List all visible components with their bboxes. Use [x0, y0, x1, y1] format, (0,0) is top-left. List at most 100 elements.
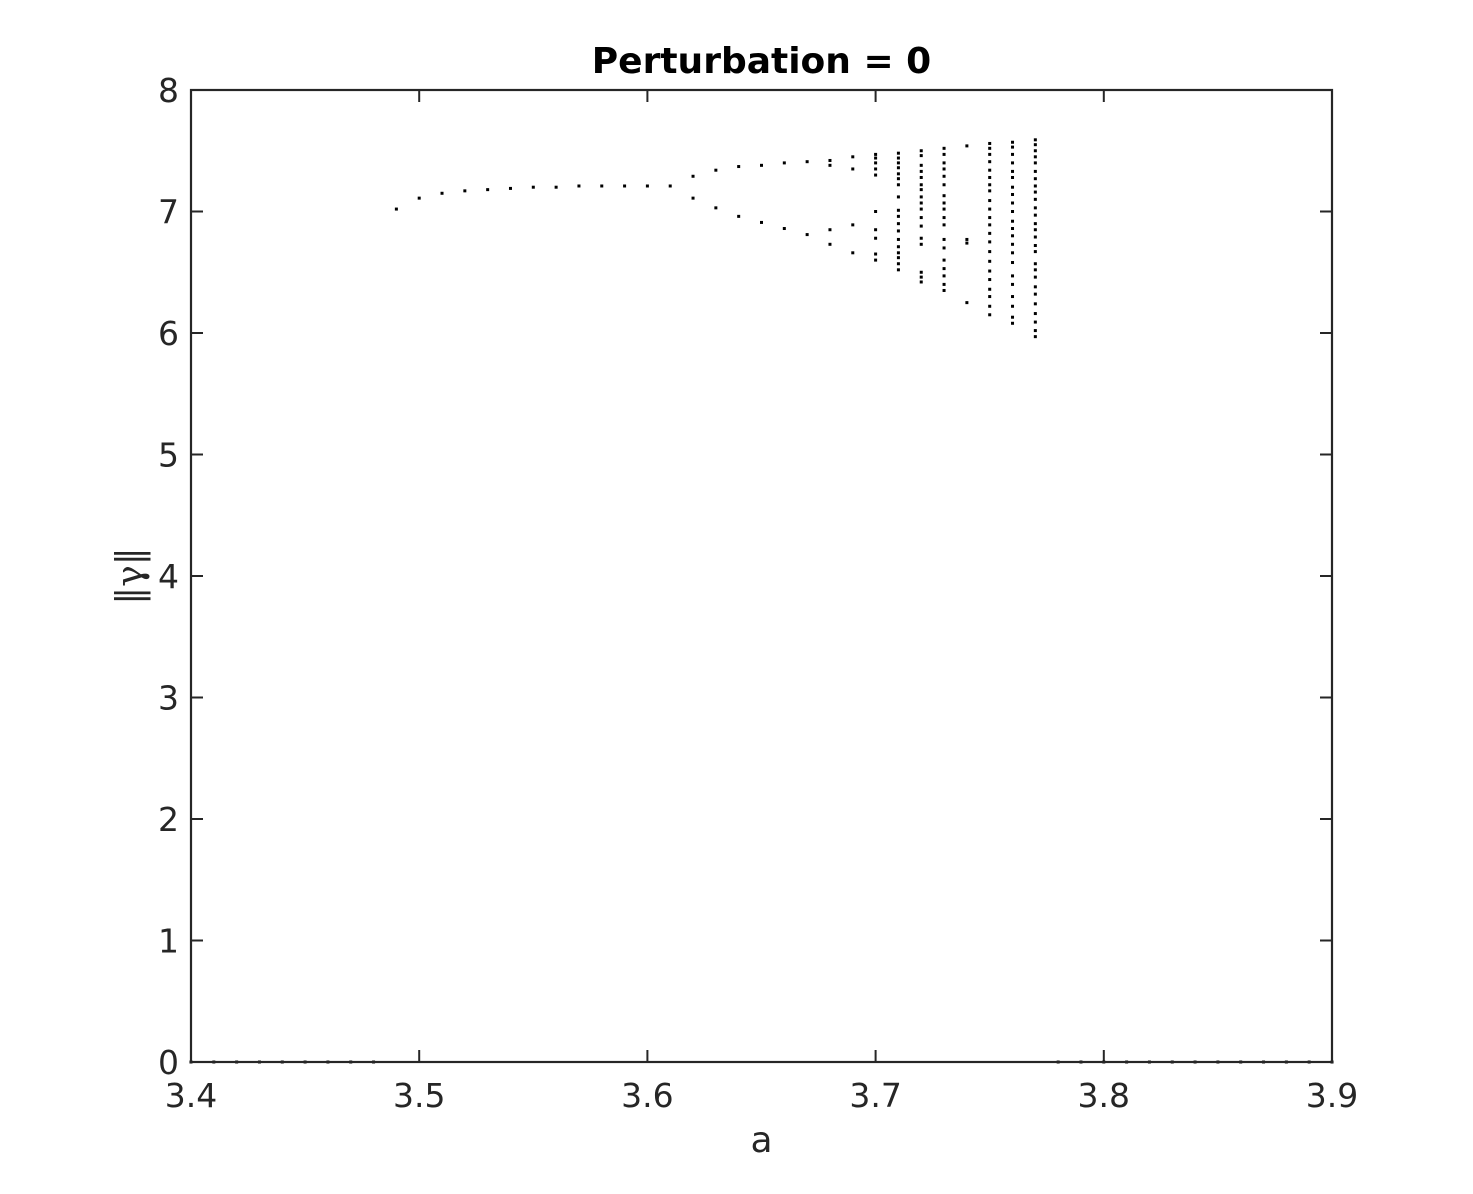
- data-point: [988, 278, 992, 282]
- data-point: [988, 160, 992, 164]
- data-point: [1033, 312, 1037, 316]
- data-point: [1011, 169, 1015, 173]
- data-point: [988, 168, 992, 172]
- data-point: [942, 174, 946, 178]
- data-point: [896, 256, 900, 260]
- data-point: [942, 288, 946, 292]
- y-tick-label: 7: [158, 193, 179, 232]
- data-point: [988, 313, 992, 317]
- data-point: [851, 167, 855, 171]
- data-point: [828, 242, 832, 246]
- data-point: [1011, 321, 1015, 325]
- x-axis-label: a: [750, 1120, 772, 1161]
- y-tick-labels: 0 1 2 3 4 5 6 7 8: [158, 71, 179, 1082]
- data-point: [1033, 206, 1037, 210]
- data-point: [1033, 190, 1037, 194]
- data-point: [988, 231, 992, 235]
- data-point: [828, 163, 832, 167]
- data-point: [874, 161, 878, 165]
- data-point: [1033, 275, 1037, 279]
- data-point: [645, 184, 649, 188]
- data-point: [1011, 227, 1015, 231]
- data-point: [988, 152, 992, 156]
- data-point: [988, 259, 992, 263]
- data-point: [714, 206, 718, 210]
- y-tick-label: 6: [158, 314, 179, 353]
- data-point: [805, 160, 809, 164]
- data-point: [1011, 152, 1015, 156]
- data-point: [919, 216, 923, 220]
- data-point: [942, 282, 946, 286]
- data-point: [919, 207, 923, 211]
- data-point: [919, 224, 923, 228]
- data-point: [965, 144, 969, 148]
- data-point: [508, 186, 512, 190]
- data-point: [988, 304, 992, 308]
- data-point: [919, 236, 923, 240]
- data-point: [851, 223, 855, 227]
- data-point: [463, 189, 467, 193]
- data-point: [988, 269, 992, 273]
- data-point: [782, 161, 786, 165]
- data-point: [988, 207, 992, 211]
- data-point: [1011, 282, 1015, 286]
- data-point: [896, 222, 900, 226]
- data-point: [942, 267, 946, 271]
- y-tick-label: 1: [158, 922, 179, 961]
- data-point: [851, 251, 855, 255]
- x-tick-label: 3.9: [1306, 1076, 1358, 1115]
- data-point: [942, 258, 946, 262]
- data-point: [531, 185, 535, 189]
- data-point: [874, 236, 878, 240]
- data-point: [896, 177, 900, 181]
- y-tick-label: 3: [158, 679, 179, 718]
- data-point: [1011, 304, 1015, 308]
- data-point: [988, 223, 992, 227]
- data-point: [1011, 145, 1015, 149]
- x-tick-label: 3.8: [1078, 1076, 1130, 1115]
- data-point: [896, 151, 900, 155]
- data-point: [942, 246, 946, 250]
- data-point: [942, 201, 946, 205]
- data-point: [1033, 250, 1037, 254]
- data-point: [1033, 213, 1037, 217]
- x-tick-label: 3.4: [165, 1076, 217, 1115]
- y-tick-label: 5: [158, 436, 179, 475]
- data-point: [988, 199, 992, 203]
- data-point: [554, 185, 558, 189]
- data-point: [760, 163, 763, 167]
- data-point: [988, 216, 992, 220]
- y-tick-label: 0: [158, 1043, 179, 1082]
- data-point: [1033, 161, 1037, 165]
- data-point: [942, 161, 946, 165]
- data-point: [896, 214, 900, 218]
- data-point: [896, 262, 900, 266]
- data-point: [919, 183, 923, 187]
- data-point: [1011, 295, 1015, 299]
- data-point: [714, 168, 718, 172]
- data-point: [896, 166, 900, 170]
- data-point: [919, 149, 923, 153]
- data-point: [942, 216, 946, 220]
- data-point: [874, 167, 878, 171]
- data-point: [988, 183, 992, 187]
- plot-frame: [189, 88, 1334, 1064]
- data-point: [874, 258, 878, 262]
- data-point: [486, 188, 490, 192]
- data-point: [919, 270, 923, 274]
- plot-background: [191, 90, 1332, 1062]
- data-point: [1033, 149, 1037, 153]
- data-point: [1011, 185, 1015, 189]
- data-point: [1033, 244, 1037, 248]
- chart-title: Perturbation = 0: [592, 41, 931, 82]
- data-point: [919, 275, 923, 279]
- data-point: [942, 167, 946, 171]
- data-point: [988, 295, 992, 299]
- data-point: [896, 268, 900, 272]
- data-point: [417, 196, 421, 200]
- data-point: [896, 229, 900, 233]
- data-point: [1033, 292, 1037, 296]
- data-point: [896, 237, 900, 241]
- data-point: [1011, 315, 1015, 319]
